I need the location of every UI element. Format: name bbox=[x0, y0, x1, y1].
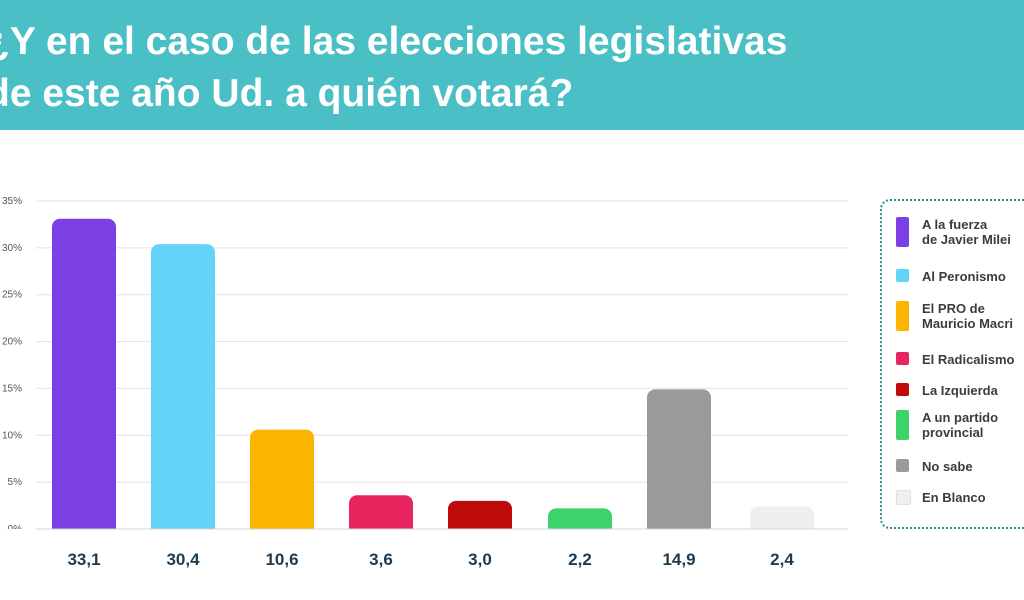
y-tick-label: 10% bbox=[2, 430, 22, 441]
legend-swatch bbox=[896, 269, 909, 282]
legend-label: No sabe bbox=[922, 459, 973, 474]
bar-5 bbox=[448, 500, 512, 537]
legend-swatch bbox=[896, 301, 909, 331]
legend-item: A un partido provincial bbox=[896, 410, 1024, 450]
value-label: 30,4 bbox=[166, 550, 200, 569]
y-tick-label: 30% bbox=[2, 243, 22, 254]
value-label: 3,6 bbox=[369, 550, 393, 569]
legend-swatch bbox=[896, 459, 909, 472]
legend-label: A la fuerza de Javier Milei bbox=[922, 217, 1011, 247]
y-tick-label: 35% bbox=[2, 196, 22, 207]
bar-3 bbox=[250, 429, 314, 537]
legend-item: En Blanco bbox=[896, 490, 1024, 530]
value-label: 3,0 bbox=[468, 550, 492, 569]
value-label: 14,9 bbox=[662, 550, 695, 569]
legend-item: El Radicalismo bbox=[896, 352, 1024, 392]
legend-label: En Blanco bbox=[922, 490, 986, 505]
legend-label: La Izquierda bbox=[922, 383, 998, 398]
y-tick-label: 20% bbox=[2, 337, 22, 348]
value-label: 10,6 bbox=[265, 550, 298, 569]
title-banner: ¿Y en el caso de las elecciones legislat… bbox=[0, 0, 1024, 130]
y-tick-label: 25% bbox=[2, 290, 22, 301]
legend-label: Al Peronismo bbox=[922, 269, 1006, 284]
bar-1 bbox=[52, 218, 116, 537]
bar-2 bbox=[151, 244, 215, 537]
bar-7 bbox=[647, 389, 711, 537]
legend-swatch bbox=[896, 383, 909, 396]
bar-chart: 0%5%10%15%20%25%30%35%33,130,410,63,63,0… bbox=[0, 196, 880, 580]
bar-4 bbox=[349, 495, 413, 537]
legend-swatch bbox=[896, 490, 911, 505]
legend-item: El PRO de Mauricio Macri bbox=[896, 301, 1024, 341]
legend-swatch bbox=[896, 217, 909, 247]
legend-label: El Radicalismo bbox=[922, 352, 1015, 367]
y-tick-label: 5% bbox=[8, 477, 23, 488]
y-tick-label: 15% bbox=[2, 383, 22, 394]
legend-label: A un partido provincial bbox=[922, 410, 999, 440]
legend-item: La Izquierda bbox=[896, 383, 1024, 423]
chart-title-line-2: de este año Ud. a quién votará? bbox=[0, 72, 574, 115]
value-label: 2,4 bbox=[770, 550, 794, 569]
legend-label: El PRO de Mauricio Macri bbox=[922, 301, 1014, 331]
baseline-mask bbox=[0, 529, 880, 580]
legend-item: A la fuerza de Javier Milei bbox=[896, 217, 1024, 257]
chart-legend: A la fuerza de Javier Milei Al Peronismo E… bbox=[880, 199, 1024, 529]
value-label: 33,1 bbox=[67, 550, 100, 569]
legend-item: No sabe bbox=[896, 459, 1024, 499]
legend-item: Al Peronismo bbox=[896, 269, 1024, 309]
chart-title-line-1: ¿Y en el caso de las elecciones legislat… bbox=[0, 20, 788, 63]
legend-swatch bbox=[896, 352, 909, 365]
legend-swatch bbox=[896, 410, 909, 440]
value-label: 2,2 bbox=[568, 550, 592, 569]
